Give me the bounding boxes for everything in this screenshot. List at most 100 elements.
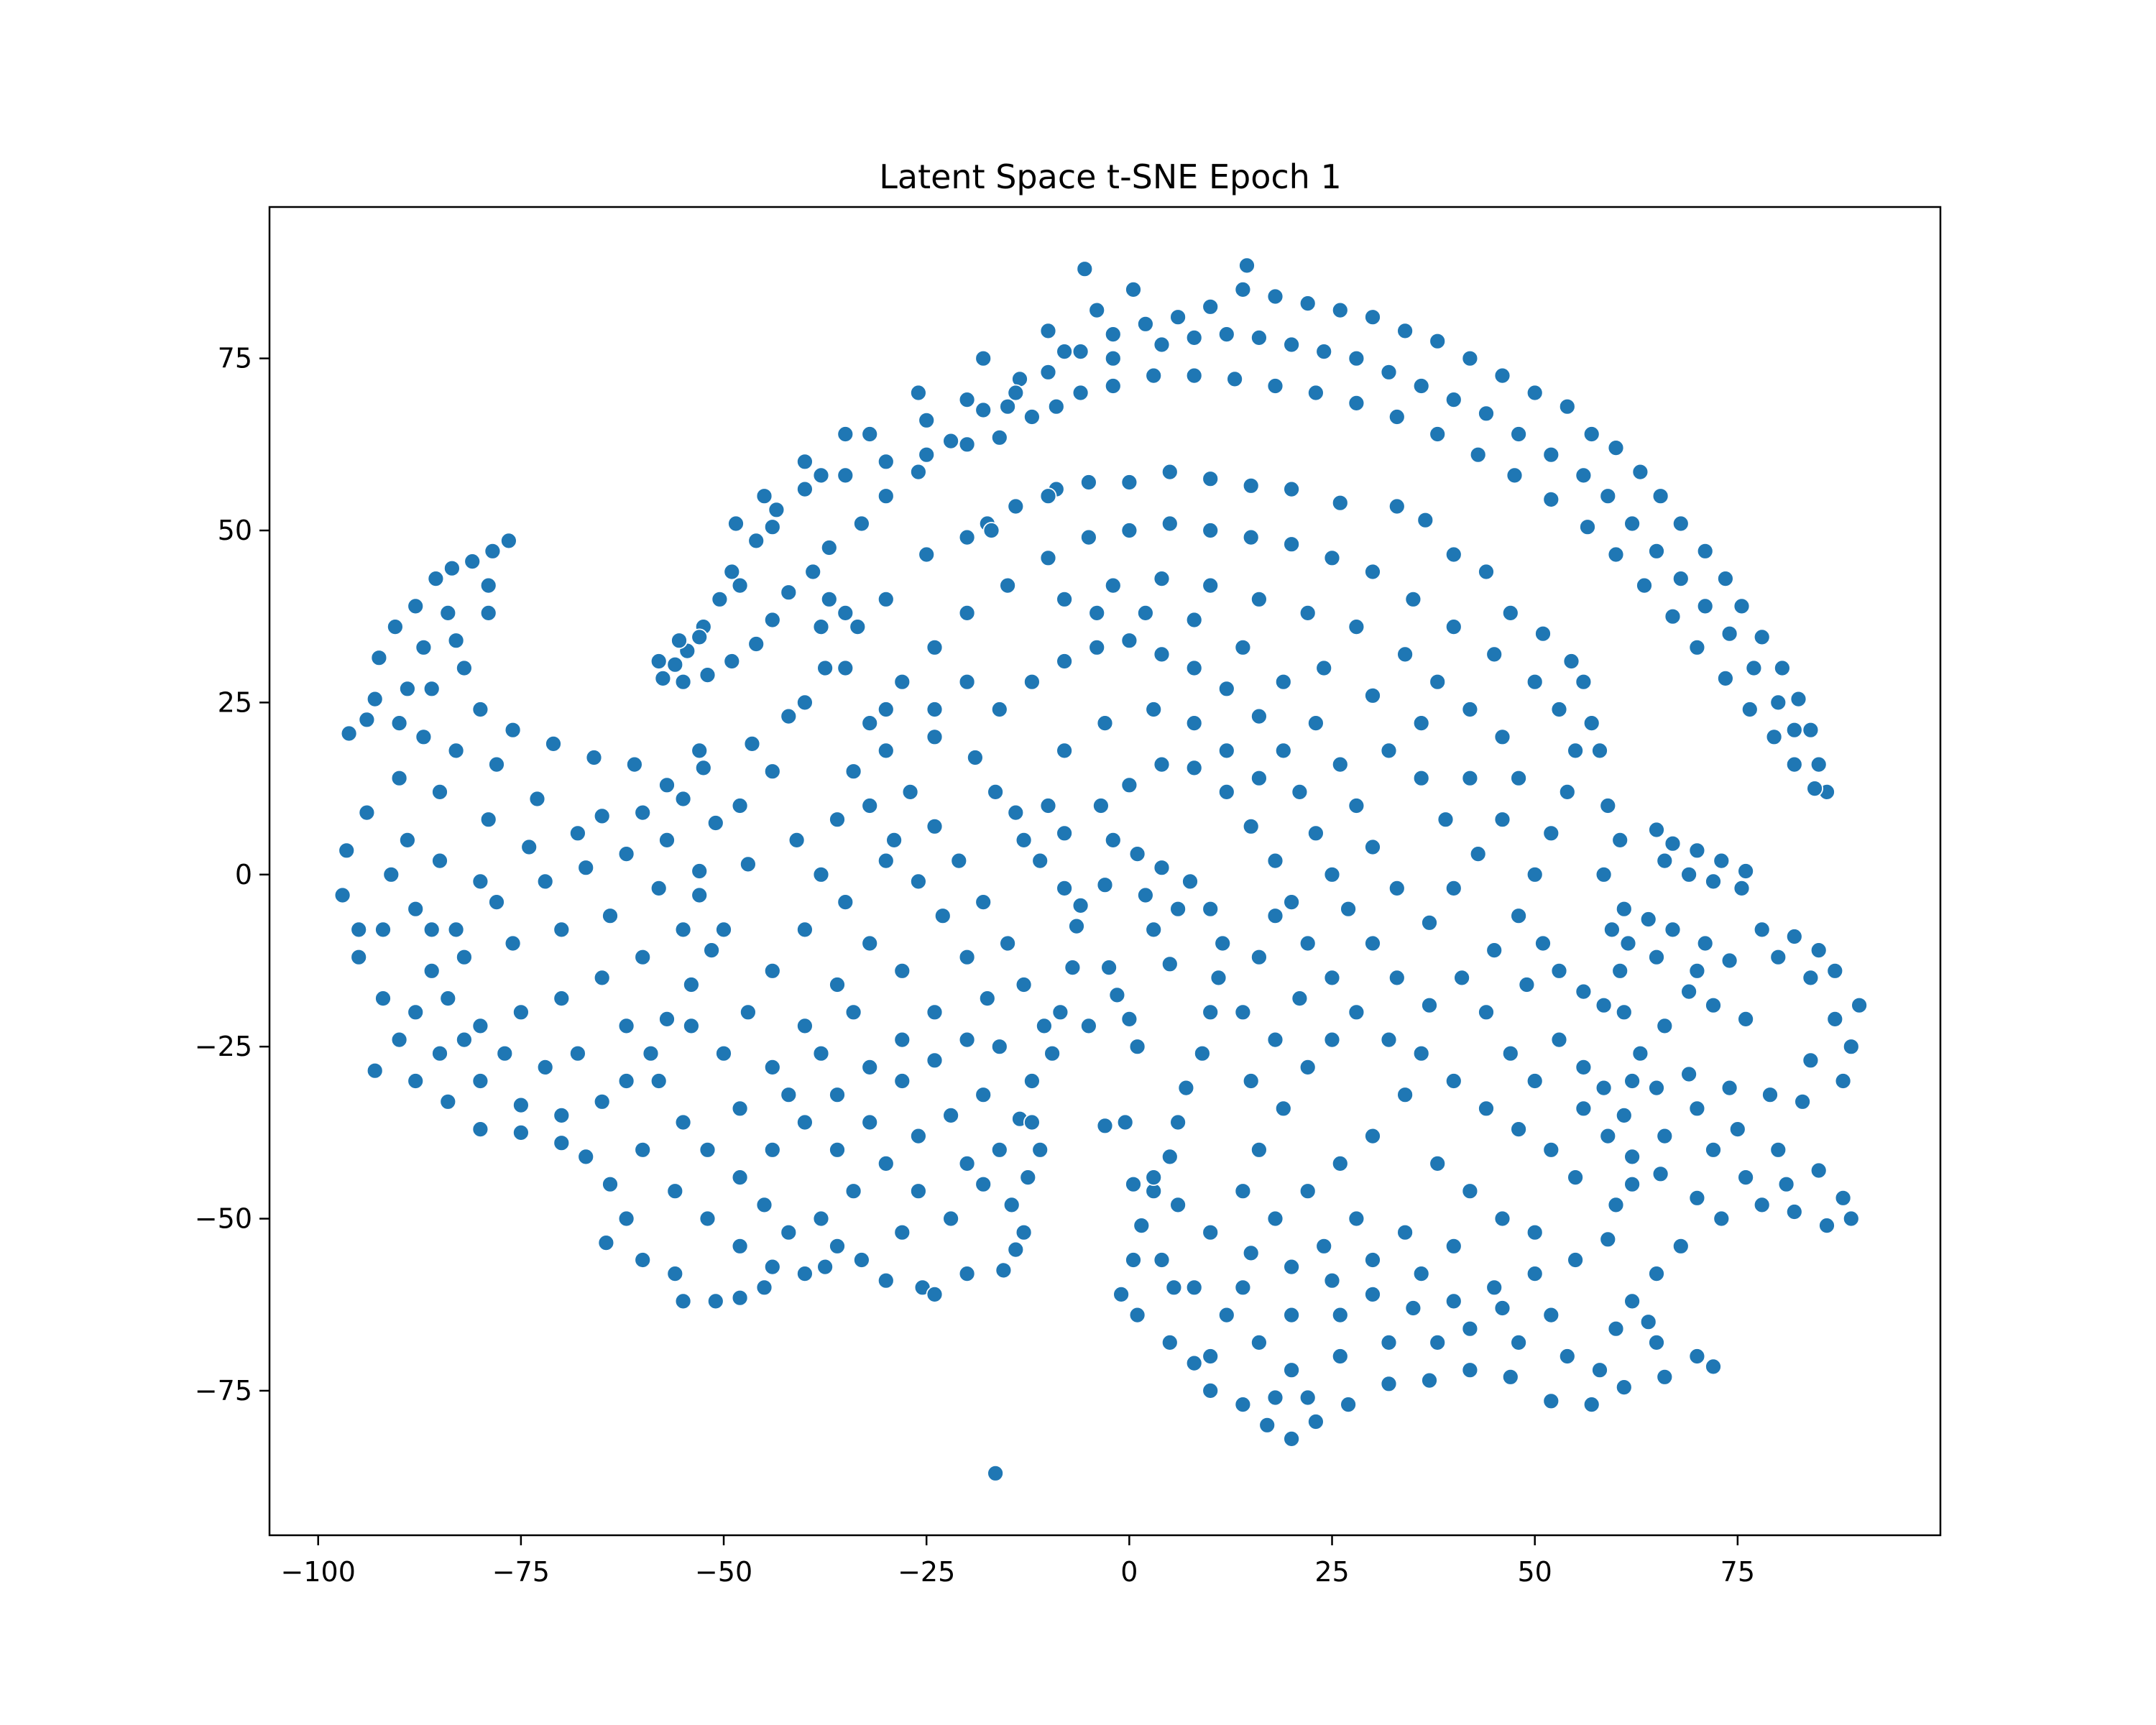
data-point bbox=[918, 546, 936, 564]
data-point bbox=[788, 832, 806, 849]
data-point bbox=[350, 948, 368, 966]
data-point bbox=[1619, 934, 1637, 952]
data-point bbox=[1607, 1320, 1625, 1338]
data-point bbox=[1636, 576, 1653, 594]
data-point bbox=[1656, 1017, 1674, 1035]
data-point bbox=[731, 1237, 749, 1255]
data-point bbox=[471, 1072, 489, 1090]
data-point bbox=[1810, 942, 1828, 959]
data-point bbox=[1185, 714, 1203, 732]
data-point bbox=[1364, 686, 1381, 704]
data-point bbox=[853, 515, 870, 533]
data-point bbox=[479, 811, 497, 829]
data-point bbox=[877, 590, 895, 608]
data-point bbox=[893, 1072, 911, 1090]
data-point bbox=[1648, 821, 1665, 839]
data-point bbox=[975, 349, 992, 367]
data-point bbox=[456, 948, 473, 966]
data-point bbox=[358, 711, 376, 729]
data-point bbox=[958, 391, 976, 408]
data-point bbox=[1283, 893, 1300, 911]
data-point bbox=[1064, 959, 1082, 976]
data-point bbox=[1380, 1334, 1398, 1351]
data-point bbox=[1145, 921, 1163, 939]
data-point bbox=[1023, 408, 1041, 426]
data-point bbox=[1603, 921, 1621, 939]
data-point bbox=[1785, 928, 1803, 945]
data-point bbox=[626, 755, 643, 773]
data-point bbox=[1445, 1072, 1462, 1090]
data-point bbox=[1250, 769, 1268, 787]
data-point bbox=[1599, 1127, 1617, 1145]
data-point bbox=[553, 921, 571, 939]
data-point bbox=[1015, 1223, 1033, 1241]
data-point bbox=[1153, 1251, 1171, 1269]
data-point bbox=[390, 769, 408, 787]
data-point bbox=[1469, 446, 1487, 464]
data-point bbox=[1753, 1196, 1771, 1214]
data-point bbox=[990, 428, 1008, 446]
data-point bbox=[1648, 542, 1665, 560]
data-point bbox=[1315, 1237, 1333, 1255]
data-point bbox=[910, 463, 927, 481]
data-point bbox=[978, 990, 996, 1007]
data-point bbox=[755, 1279, 773, 1297]
data-point bbox=[423, 680, 441, 698]
data-point bbox=[1672, 570, 1690, 587]
data-point bbox=[1672, 515, 1690, 533]
data-point bbox=[1283, 1306, 1300, 1324]
data-point bbox=[1266, 1389, 1284, 1407]
data-point bbox=[926, 638, 944, 656]
data-point bbox=[1234, 280, 1252, 298]
data-point bbox=[1202, 1003, 1220, 1021]
data-point bbox=[1396, 1086, 1414, 1104]
data-point bbox=[1031, 852, 1049, 870]
data-point bbox=[634, 948, 652, 966]
data-point bbox=[1380, 1031, 1398, 1049]
data-point bbox=[1834, 1072, 1852, 1090]
data-point bbox=[1501, 604, 1519, 622]
data-point bbox=[512, 1096, 530, 1114]
data-point bbox=[1412, 714, 1430, 732]
data-point bbox=[1485, 942, 1503, 959]
data-point bbox=[1639, 911, 1657, 928]
data-point bbox=[512, 1124, 530, 1141]
data-point bbox=[671, 632, 688, 650]
y-tick-label: 25 bbox=[218, 686, 252, 718]
data-point bbox=[1769, 694, 1787, 712]
data-point bbox=[1558, 1348, 1576, 1365]
data-point bbox=[1161, 463, 1179, 481]
data-point bbox=[1558, 783, 1576, 801]
data-point bbox=[1283, 480, 1300, 498]
data-point bbox=[1421, 1371, 1438, 1389]
data-point bbox=[650, 653, 668, 670]
data-point bbox=[1250, 707, 1268, 725]
data-point bbox=[1388, 408, 1406, 426]
data-point bbox=[1185, 328, 1203, 346]
data-point bbox=[1234, 638, 1252, 656]
data-point bbox=[1185, 1279, 1203, 1297]
data-point bbox=[1656, 1368, 1674, 1386]
data-point bbox=[877, 453, 895, 471]
data-point bbox=[1088, 604, 1106, 622]
data-point bbox=[338, 842, 356, 860]
data-point bbox=[1639, 1313, 1657, 1331]
data-point bbox=[1104, 349, 1122, 367]
y-tick-label: 0 bbox=[235, 859, 252, 891]
data-point bbox=[553, 1107, 571, 1124]
data-point bbox=[1210, 969, 1227, 987]
data-point bbox=[1826, 962, 1844, 980]
data-point bbox=[1161, 1334, 1179, 1351]
data-point bbox=[1348, 395, 1365, 412]
data-point bbox=[1720, 1079, 1738, 1097]
data-point bbox=[1851, 996, 1869, 1014]
data-point bbox=[1607, 1196, 1625, 1214]
data-point bbox=[849, 618, 867, 635]
data-point bbox=[447, 921, 465, 939]
x-tick-label: 25 bbox=[1314, 1556, 1349, 1588]
data-point bbox=[1364, 934, 1381, 952]
data-point bbox=[861, 1059, 879, 1076]
data-point bbox=[1145, 367, 1163, 385]
data-point bbox=[1202, 1223, 1220, 1241]
data-point bbox=[1769, 1141, 1787, 1159]
